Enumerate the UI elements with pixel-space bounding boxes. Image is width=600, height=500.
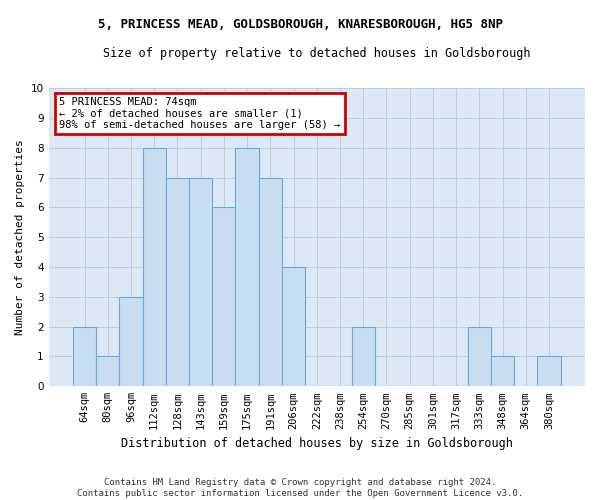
Bar: [259, 178, 282, 386]
Text: Contains HM Land Registry data © Crown copyright and database right 2024.
Contai: Contains HM Land Registry data © Crown c…: [77, 478, 523, 498]
Y-axis label: Number of detached properties: Number of detached properties: [15, 140, 25, 335]
Text: 5 PRINCESS MEAD: 74sqm
← 2% of detached houses are smaller (1)
98% of semi-detac: 5 PRINCESS MEAD: 74sqm ← 2% of detached …: [59, 97, 341, 130]
Bar: [491, 356, 514, 386]
Bar: [235, 148, 259, 386]
Bar: [166, 178, 189, 386]
Bar: [538, 356, 560, 386]
Bar: [143, 148, 166, 386]
Bar: [73, 326, 96, 386]
Text: 5, PRINCESS MEAD, GOLDSBOROUGH, KNARESBOROUGH, HG5 8NP: 5, PRINCESS MEAD, GOLDSBOROUGH, KNARESBO…: [97, 18, 503, 30]
Bar: [212, 208, 235, 386]
Bar: [468, 326, 491, 386]
Bar: [119, 297, 143, 386]
Bar: [96, 356, 119, 386]
Bar: [352, 326, 375, 386]
Bar: [189, 178, 212, 386]
X-axis label: Distribution of detached houses by size in Goldsborough: Distribution of detached houses by size …: [121, 437, 513, 450]
Title: Size of property relative to detached houses in Goldsborough: Size of property relative to detached ho…: [103, 48, 530, 60]
Bar: [282, 267, 305, 386]
